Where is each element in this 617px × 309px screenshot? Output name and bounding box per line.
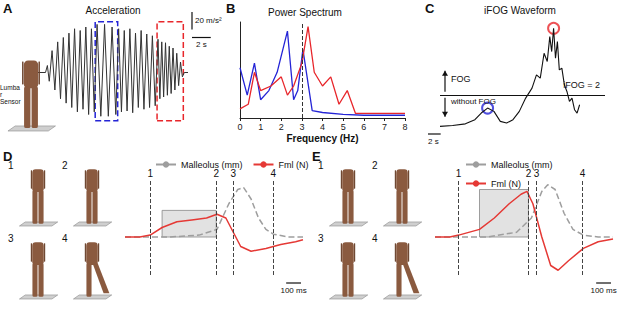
svg-text:2: 2: [526, 168, 532, 179]
svg-text:4: 4: [62, 233, 68, 244]
svg-text:8: 8: [402, 122, 407, 132]
svg-text:Fml (N): Fml (N): [491, 179, 521, 189]
svg-text:4: 4: [320, 122, 325, 132]
svg-text:Malleolus (mm): Malleolus (mm): [181, 159, 243, 170]
svg-text:3: 3: [231, 168, 237, 179]
svg-text:E: E: [312, 149, 321, 164]
svg-text:3: 3: [534, 168, 540, 179]
svg-text:Malleolus (mm): Malleolus (mm): [491, 160, 553, 170]
svg-text:C: C: [425, 1, 435, 16]
svg-text:1: 1: [318, 160, 324, 171]
svg-text:5: 5: [341, 122, 346, 132]
svg-text:Fml (N): Fml (N): [279, 160, 309, 170]
svg-text:4: 4: [271, 168, 277, 179]
svg-text:1: 1: [456, 168, 462, 179]
svg-text:2: 2: [213, 168, 219, 179]
svg-text:0: 0: [237, 122, 242, 132]
svg-text:iFOG Waveform: iFOG Waveform: [484, 5, 556, 16]
svg-text:100 ms: 100 ms: [280, 286, 306, 295]
svg-text:4: 4: [580, 168, 586, 179]
svg-text:A: A: [3, 1, 13, 16]
svg-text:20 m/s²: 20 m/s²: [195, 16, 222, 25]
svg-text:2: 2: [279, 122, 284, 132]
svg-text:Acceleration: Acceleration: [85, 5, 140, 16]
svg-text:without FOG: without FOG: [450, 97, 496, 106]
svg-text:7: 7: [382, 122, 387, 132]
svg-text:4: 4: [372, 233, 378, 244]
svg-text:3: 3: [299, 122, 304, 132]
svg-text:Sensor: Sensor: [0, 98, 21, 105]
svg-text:1: 1: [147, 168, 153, 179]
svg-text:1: 1: [8, 160, 14, 171]
svg-text:2: 2: [372, 160, 378, 171]
svg-text:iFOG = 2: iFOG = 2: [563, 80, 600, 90]
svg-text:2 s: 2 s: [428, 137, 439, 146]
svg-text:B: B: [226, 1, 235, 16]
svg-text:6: 6: [361, 122, 366, 132]
svg-text:r: r: [0, 91, 4, 98]
svg-text:3: 3: [8, 233, 14, 244]
svg-text:D: D: [3, 149, 13, 164]
svg-text:3: 3: [318, 233, 324, 244]
svg-text:Power Spectrum: Power Spectrum: [268, 7, 342, 18]
svg-text:2: 2: [62, 160, 68, 171]
svg-text:Frequency (Hz): Frequency (Hz): [286, 133, 358, 144]
svg-text:Lumba: Lumba: [0, 84, 20, 91]
svg-text:1: 1: [258, 122, 263, 132]
svg-text:FOG: FOG: [451, 74, 471, 84]
svg-text:100 ms: 100 ms: [590, 286, 616, 295]
svg-text:2 s: 2 s: [196, 40, 207, 49]
